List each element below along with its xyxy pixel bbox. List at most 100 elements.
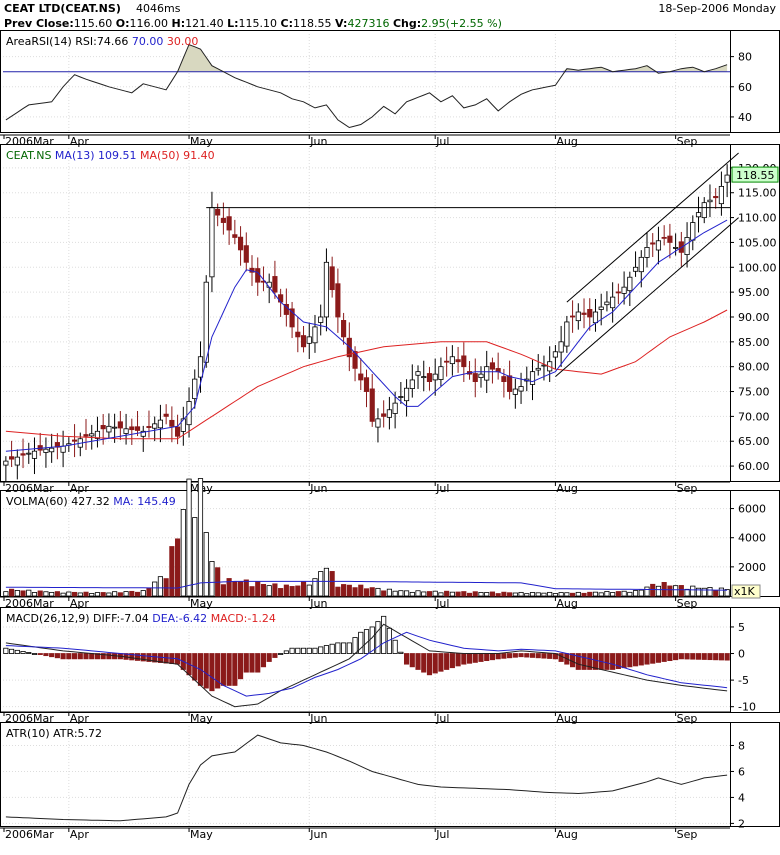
rsi-line xyxy=(5,43,728,129)
price-ytick-label: 110.00 xyxy=(738,212,777,225)
atr-legend: ATR(10) ATR:5.72 xyxy=(6,727,102,740)
candle-body xyxy=(489,362,496,370)
price-xlabel: Jul xyxy=(435,482,449,495)
macd-histogram-bar xyxy=(381,615,387,654)
rsi-xlabel: Jun xyxy=(309,135,327,148)
candle-body xyxy=(621,286,627,294)
candle-body xyxy=(426,373,433,382)
volume-bar xyxy=(272,583,278,597)
volume-bar xyxy=(9,588,15,597)
volume-bar xyxy=(621,590,627,597)
candle-body xyxy=(438,366,444,380)
macd-histogram-bar xyxy=(295,647,301,654)
candle-body xyxy=(661,236,667,239)
volume-xlabel: May xyxy=(190,597,213,610)
macd-histogram-bar xyxy=(375,621,381,654)
macd-xlabel: May xyxy=(190,712,213,725)
candle-body xyxy=(197,356,204,378)
candle-body xyxy=(381,413,387,417)
atr-ytick-label: 6 xyxy=(738,765,745,778)
volume-bar xyxy=(415,590,421,597)
volume-bar xyxy=(409,591,415,597)
volume-bar xyxy=(581,592,587,597)
volume-bar xyxy=(89,593,95,597)
macd-xlabel: 2006Mar xyxy=(5,712,54,725)
macd-histogram-bar xyxy=(661,653,667,662)
macd-histogram-bar xyxy=(518,653,524,658)
volume-label: V: xyxy=(335,17,347,30)
volume-bar xyxy=(518,591,524,597)
candle-body xyxy=(501,376,507,382)
volume-bar xyxy=(655,585,662,597)
volume-ytick-label: 2000 xyxy=(738,561,766,574)
macd-histogram-bar xyxy=(650,653,656,664)
candle-body xyxy=(318,316,324,323)
volume-bar xyxy=(20,590,26,597)
macd-histogram-bar xyxy=(592,653,599,670)
volume-bar xyxy=(495,593,501,597)
volume-bar xyxy=(392,590,398,597)
volume-bar xyxy=(552,593,558,597)
macd-histogram-bar xyxy=(558,653,564,662)
volume-bar xyxy=(398,590,404,597)
macd-histogram-bar xyxy=(529,653,536,658)
macd-histogram-bar xyxy=(673,653,679,661)
macd-histogram-bar xyxy=(352,637,358,654)
macd-histogram-bar xyxy=(323,645,330,654)
candle-body xyxy=(718,185,724,205)
candle-body xyxy=(627,276,633,292)
macd-histogram-bar xyxy=(83,653,89,660)
macd-histogram-bar xyxy=(329,643,335,654)
volume-bar xyxy=(690,585,696,597)
last-price-tag xyxy=(731,166,779,183)
low-value: 115.10 xyxy=(239,17,281,30)
candle-body xyxy=(598,306,604,310)
volume-bar xyxy=(260,583,267,597)
rsi-ytick-label: 40 xyxy=(738,111,752,124)
volume-bar xyxy=(403,590,410,597)
candle-body xyxy=(409,379,415,389)
macd-histogram-bar xyxy=(14,649,20,654)
price-xlabel: Sep xyxy=(677,482,698,495)
macd-histogram-bar xyxy=(89,653,95,660)
macd-histogram-bar xyxy=(615,653,621,669)
macd-histogram-bar xyxy=(3,647,9,654)
macd-histogram-bar xyxy=(707,653,713,661)
macd-histogram-bar xyxy=(403,653,410,665)
volume-xlabel: Sep xyxy=(677,597,698,610)
macd-histogram-bar xyxy=(203,653,209,689)
macd-histogram-bar xyxy=(507,653,513,659)
volume-bar xyxy=(587,591,593,597)
macd-histogram-bar xyxy=(644,653,650,665)
volume-bar xyxy=(43,591,49,597)
volume-bar xyxy=(432,590,438,597)
volume-bar xyxy=(266,585,272,597)
volume-bar xyxy=(163,578,169,597)
volume-bar xyxy=(289,586,295,597)
volume-bar xyxy=(278,588,284,597)
macd-histogram-bar xyxy=(209,653,215,692)
candle-body xyxy=(695,212,702,218)
volume-bar xyxy=(100,592,106,597)
candle-body xyxy=(300,335,307,348)
macd-histogram-bar xyxy=(278,653,284,655)
atr-xlabel: May xyxy=(190,828,213,841)
price-ytick-label: 80.00 xyxy=(738,361,770,374)
close-label: C: xyxy=(281,17,293,30)
macd-histogram-bar xyxy=(489,653,496,661)
volume-bar xyxy=(186,478,192,597)
macd-histogram-bar xyxy=(9,648,15,654)
channel-upper-line xyxy=(566,152,739,303)
volume-value: 427316 xyxy=(347,17,393,30)
macd-histogram-bar xyxy=(77,653,83,660)
volume-bar xyxy=(49,591,55,597)
candle-body xyxy=(529,371,536,385)
price-ytick-label: 90.00 xyxy=(738,311,770,324)
rsi-ytick-label: 60 xyxy=(738,81,752,94)
volume-bar xyxy=(592,591,599,597)
volume-bar xyxy=(598,592,604,597)
macd-histogram-bar xyxy=(94,653,101,660)
macd-histogram-bar xyxy=(415,653,421,670)
rsi-legend: AreaRSI(14) RSI:74.66 70.00 30.00 xyxy=(6,35,198,48)
